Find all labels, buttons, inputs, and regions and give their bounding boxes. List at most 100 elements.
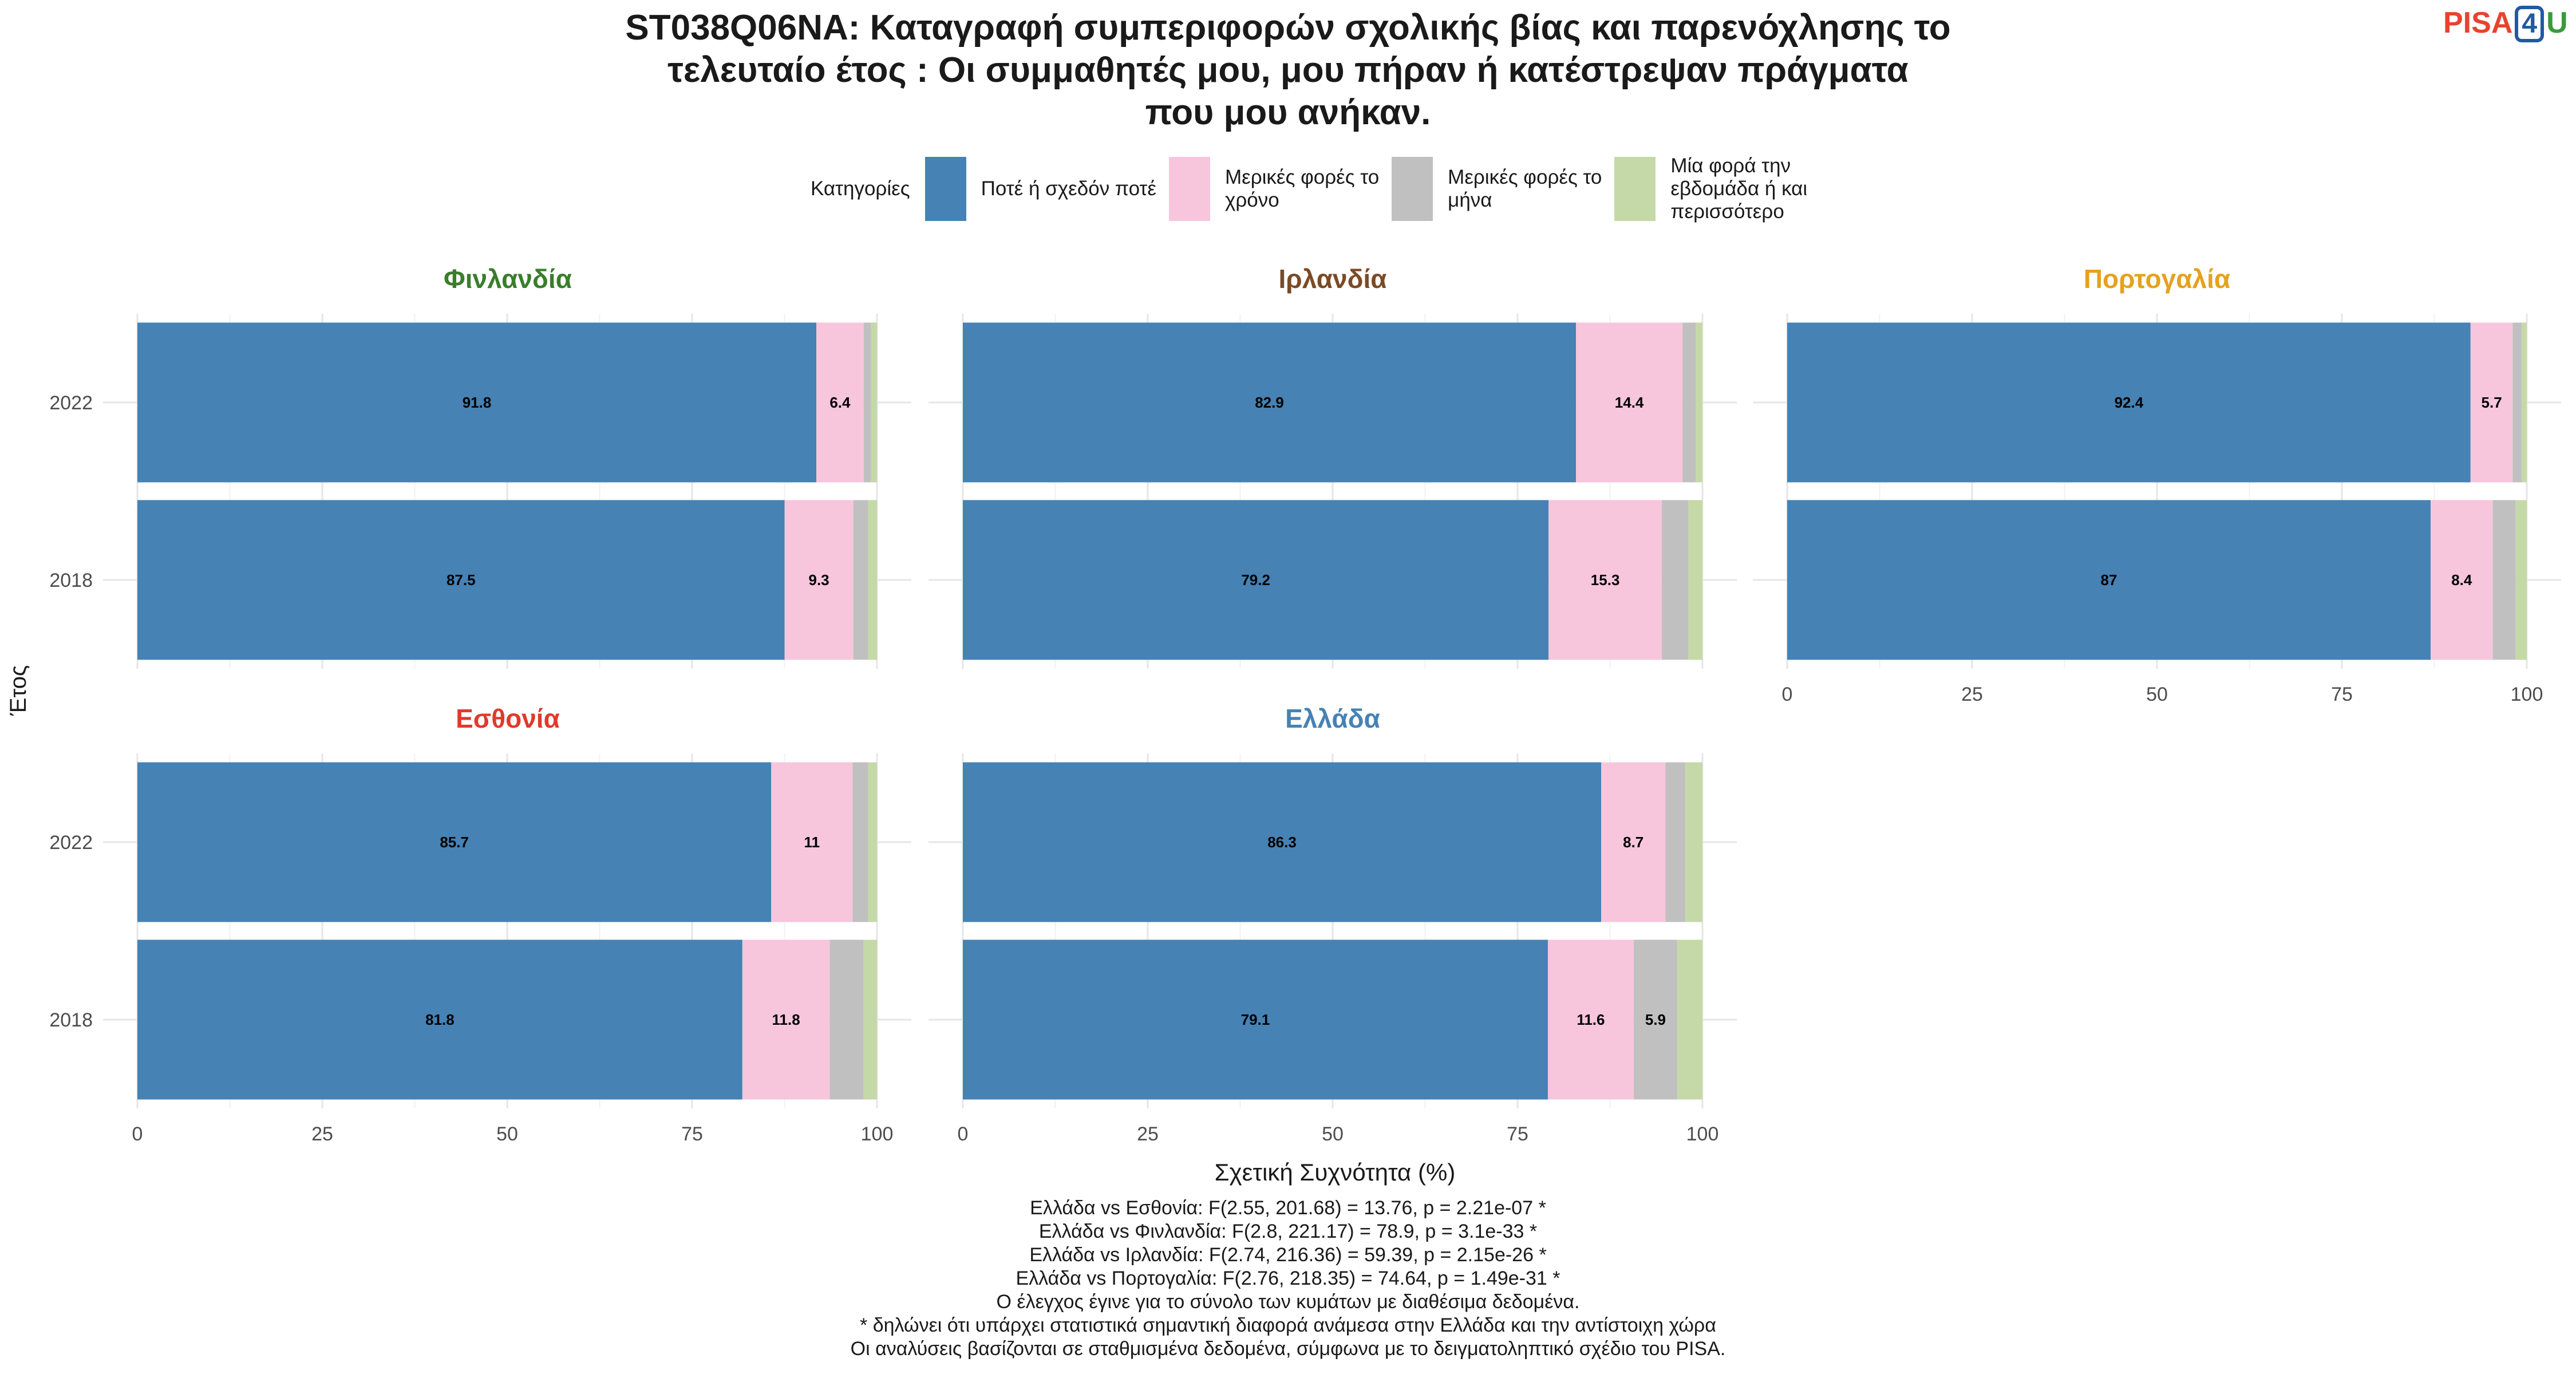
bar-segment: [137, 322, 817, 483]
data-label: 11.6: [1577, 1011, 1605, 1028]
chart-title-line: τελευταίο έτος : Οι συμμαθητές μου, μου …: [667, 50, 1909, 90]
logo-text-u: U: [2546, 6, 2568, 40]
x-axis-title: Σχετική Συχνότητα (%): [1214, 1159, 1456, 1186]
bar-segment: [1547, 939, 1634, 1100]
bar-segment: [771, 762, 853, 922]
x-tick-label: 0: [1782, 684, 1793, 705]
legend: Κατηγορίες Ποτέ ή σχεδόν ποτέ Μερικές φο…: [811, 155, 1820, 223]
footnote-line: Οι αναλύσεις βασίζονται σε σταθμισμένα δ…: [850, 1338, 1726, 1360]
x-tick-label: 75: [681, 1123, 703, 1145]
bar-segment: [137, 762, 772, 922]
legend-label: Μία φορά την εβδομάδα ή και περισσότερο: [1670, 155, 1808, 223]
x-tick-label: 25: [311, 1123, 333, 1145]
legend-swatch: [1392, 157, 1433, 221]
data-label: 6.4: [829, 394, 851, 411]
chart-title-line: ST038Q06NA: Καταγραφή συμπεριφορών σχολι…: [625, 8, 1951, 48]
legend-swatch: [1168, 157, 1210, 221]
facet-title-greece: Ελλάδα: [1285, 704, 1380, 733]
data-label: 86.3: [1267, 834, 1297, 851]
data-label: 14.4: [1615, 394, 1644, 411]
legend-label: Μερικές φορές το χρόνο: [1224, 166, 1380, 211]
bar-segment: [868, 500, 877, 660]
bar-segment: [963, 500, 1549, 660]
bar-segment: [1661, 500, 1689, 660]
bar-segment: [871, 322, 877, 483]
facet-title-estonia: Εσθονία: [456, 704, 560, 733]
y-tick-label: 2022: [49, 392, 93, 414]
bar-segment: [137, 500, 785, 660]
legend-item-weekly: Μία φορά την εβδομάδα ή και περισσότερο: [1614, 155, 1807, 223]
legend-title: Κατηγορίες: [811, 177, 910, 200]
bar-segment: [1665, 762, 1686, 922]
chart-title-line: που μου ανήκαν.: [1145, 93, 1431, 132]
data-label: 91.8: [463, 394, 492, 411]
footnote-line: Ελλάδα vs Ιρλανδία: F(2.74, 216.36) = 59…: [1029, 1244, 1547, 1266]
x-tick-label: 0: [132, 1123, 143, 1145]
footnote-line: * δηλώνει ότι υπάρχει στατιστικά σημαντι…: [860, 1314, 1716, 1336]
bar-segment: [863, 939, 877, 1100]
data-label: 82.9: [1255, 394, 1284, 411]
data-label: 9.3: [808, 571, 829, 589]
x-tick-label: 0: [958, 1123, 969, 1145]
bar-segment: [1601, 762, 1666, 922]
x-tick-label: 100: [861, 1123, 894, 1145]
data-label: 85.7: [440, 834, 469, 851]
bar-segment: [852, 762, 868, 922]
bar-segment: [2431, 500, 2493, 660]
bar-segment: [1787, 322, 2471, 483]
data-label: 5.7: [2482, 394, 2502, 411]
data-label: 5.9: [1645, 1011, 1666, 1028]
x-tick-label: 75: [1507, 1123, 1528, 1145]
logo-text-pisa: PISA: [2443, 6, 2513, 40]
footnote-line: Ελλάδα vs Πορτογαλία: F(2.76, 218.35) = …: [1016, 1268, 1560, 1289]
legend-swatch: [1614, 157, 1656, 221]
data-label: 87: [2101, 571, 2117, 589]
bar-segment: [1576, 322, 1683, 483]
x-tick-label: 50: [1322, 1123, 1344, 1145]
footnote-line: Ελλάδα vs Φινλανδία: F(2.8, 221.17) = 78…: [1038, 1221, 1538, 1242]
legend-swatch: [924, 157, 966, 221]
bar-segment: [1688, 500, 1702, 660]
bar-segment: [1696, 322, 1702, 483]
bar-segment: [963, 322, 1577, 483]
data-label: 8.7: [1623, 834, 1643, 851]
data-label: 81.8: [425, 1011, 455, 1028]
bar-segment: [1685, 762, 1702, 922]
bar-segment: [2512, 322, 2522, 483]
data-label: 11: [804, 834, 820, 851]
legend-item-some-times-year: Μερικές φορές το χρόνο: [1168, 157, 1380, 221]
bar-segment: [1677, 939, 1702, 1100]
bar-segment: [1787, 500, 2431, 660]
facet-title-portugal: Πορτογαλία: [2083, 264, 2231, 294]
legend-item-never: Ποτέ ή σχεδόν ποτέ: [924, 157, 1156, 221]
bar-segment: [2515, 500, 2527, 660]
legend-label: Μερικές φορές το μήνα: [1448, 166, 1602, 211]
x-tick-label: 50: [2146, 684, 2168, 705]
footnotes: Ελλάδα vs Εσθονία: F(2.55, 201.68) = 13.…: [601, 1197, 1975, 1361]
chart-title: ST038Q06NA: Καταγραφή συμπεριφορών σχολι…: [515, 7, 2061, 134]
data-label: 92.4: [2115, 394, 2144, 411]
bar-segment: [963, 762, 1601, 922]
bar-segment: [863, 322, 871, 483]
y-axis-title: Έτος: [6, 665, 31, 716]
y-tick-label: 2022: [49, 832, 93, 854]
legend-item-some-times-month: Μερικές φορές το μήνα: [1392, 157, 1602, 221]
bar-segment: [2521, 322, 2527, 483]
logo-text-4: 4: [2515, 6, 2545, 42]
bar-segment: [742, 939, 830, 1100]
bar-segment: [963, 939, 1548, 1100]
data-label: 79.1: [1241, 1011, 1270, 1028]
data-label: 87.5: [447, 571, 476, 589]
bar-segment: [784, 500, 854, 660]
x-tick-label: 50: [496, 1123, 518, 1145]
x-tick-label: 25: [1137, 1123, 1159, 1145]
bar-segment: [1548, 500, 1662, 660]
footnote-line: Ο έλεγχος έγινε για το σύνολο των κυμάτω…: [996, 1291, 1580, 1313]
bar-segment: [816, 322, 864, 483]
x-tick-label: 25: [1961, 684, 1983, 705]
facet-title-finland: Φινλανδία: [444, 264, 572, 294]
bar-segment: [1633, 939, 1678, 1100]
x-tick-label: 100: [2511, 684, 2543, 705]
bar-segment: [137, 939, 742, 1100]
